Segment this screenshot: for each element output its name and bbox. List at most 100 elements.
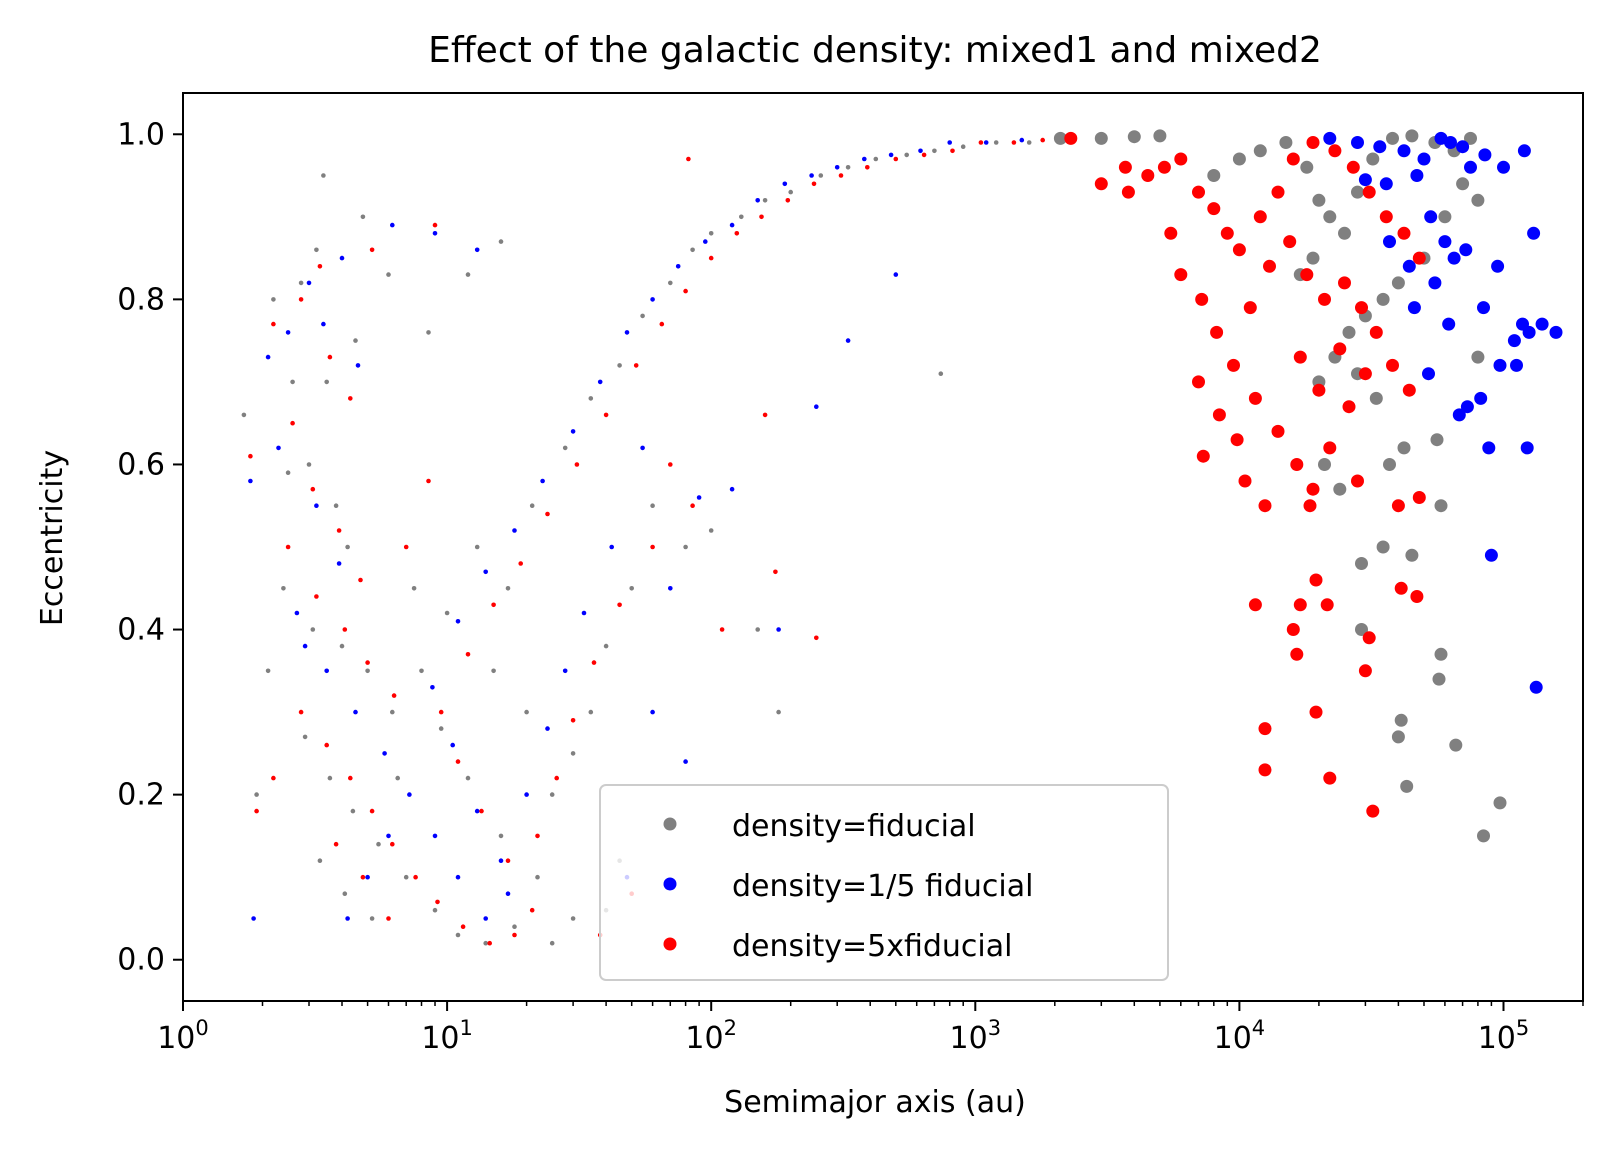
data-point [365,668,370,674]
data-point [438,726,444,731]
data-point [1477,829,1490,843]
data-point [1220,226,1234,240]
data-point [348,775,353,781]
data-point [1293,350,1307,364]
data-point [1373,140,1387,154]
data-point [248,478,253,484]
data-point [391,693,397,698]
data-point [1464,160,1477,174]
data-point [512,932,517,938]
data-point [1157,160,1171,174]
data-point [1405,129,1419,143]
data-point [455,932,461,938]
data-point [265,354,271,360]
data-point [755,627,760,632]
data-point [518,561,523,566]
data-point [498,858,504,863]
data-point [336,528,342,533]
data-point [1394,713,1408,727]
data-point [1402,383,1416,397]
data-point [1328,144,1342,158]
data-point [369,247,375,253]
data-point [438,709,444,715]
data-point [811,181,817,187]
data-point [1358,173,1372,187]
data-point [1230,433,1244,447]
data-point [609,544,614,550]
data-point [512,924,517,929]
data-point [1258,722,1272,736]
data-point [317,858,323,863]
x-tick-label: 103 [950,1016,1002,1056]
data-point [1405,548,1419,562]
data-point [336,561,342,566]
data-point [893,156,899,162]
data-point [1306,482,1320,496]
data-point [285,330,291,335]
data-point [271,321,276,327]
data-point [574,462,580,467]
data-point [271,775,276,781]
data-point [1346,160,1360,174]
data-point [1227,358,1240,372]
data-point [978,140,984,145]
data-point [1358,664,1372,678]
data-point [285,470,291,476]
data-point [659,321,665,327]
data-point [1386,131,1399,145]
data-point [1232,152,1246,166]
data-point [1383,458,1396,471]
data-point [1309,573,1323,587]
data-point [474,808,480,814]
data-point [690,503,695,509]
data-point [413,874,418,880]
data-point [1369,325,1383,339]
data-point [1527,226,1541,240]
data-point [708,255,714,261]
data-point [455,874,461,880]
data-point [298,297,304,302]
data-point [734,231,740,236]
data-point [1127,130,1141,144]
data-point [254,808,259,814]
data-point [633,363,639,368]
data-point [686,156,691,162]
data-point [1338,226,1351,240]
data-point [1258,763,1272,777]
data-point [1121,185,1135,199]
data-point [512,528,517,533]
data-point [1192,185,1205,199]
data-point [1338,276,1351,290]
data-point [1323,771,1337,785]
data-point [498,239,504,244]
data-point [1040,137,1045,143]
data-point [1094,131,1108,145]
legend-box [599,784,1169,981]
data-point [1358,367,1372,381]
data-point [1263,259,1276,273]
data-point [921,152,927,158]
data-point [1210,325,1224,339]
data-point [1493,358,1507,372]
data-point [624,330,630,335]
data-point [474,544,480,550]
data-point [324,668,330,674]
data-point [444,610,450,616]
data-point [483,940,489,946]
data-point [776,627,781,632]
data-point [1417,152,1431,166]
data-point [1428,276,1442,290]
data-point [1459,243,1473,257]
data-point [487,940,493,946]
data-point [668,280,673,286]
data-point [1309,705,1323,719]
data-point [845,165,851,170]
data-point [1549,325,1563,339]
data-point [298,709,304,715]
data-point [403,544,409,550]
data-point [1300,160,1314,174]
data-point [1471,350,1485,364]
data-point [455,759,461,764]
data-point [1497,160,1510,174]
